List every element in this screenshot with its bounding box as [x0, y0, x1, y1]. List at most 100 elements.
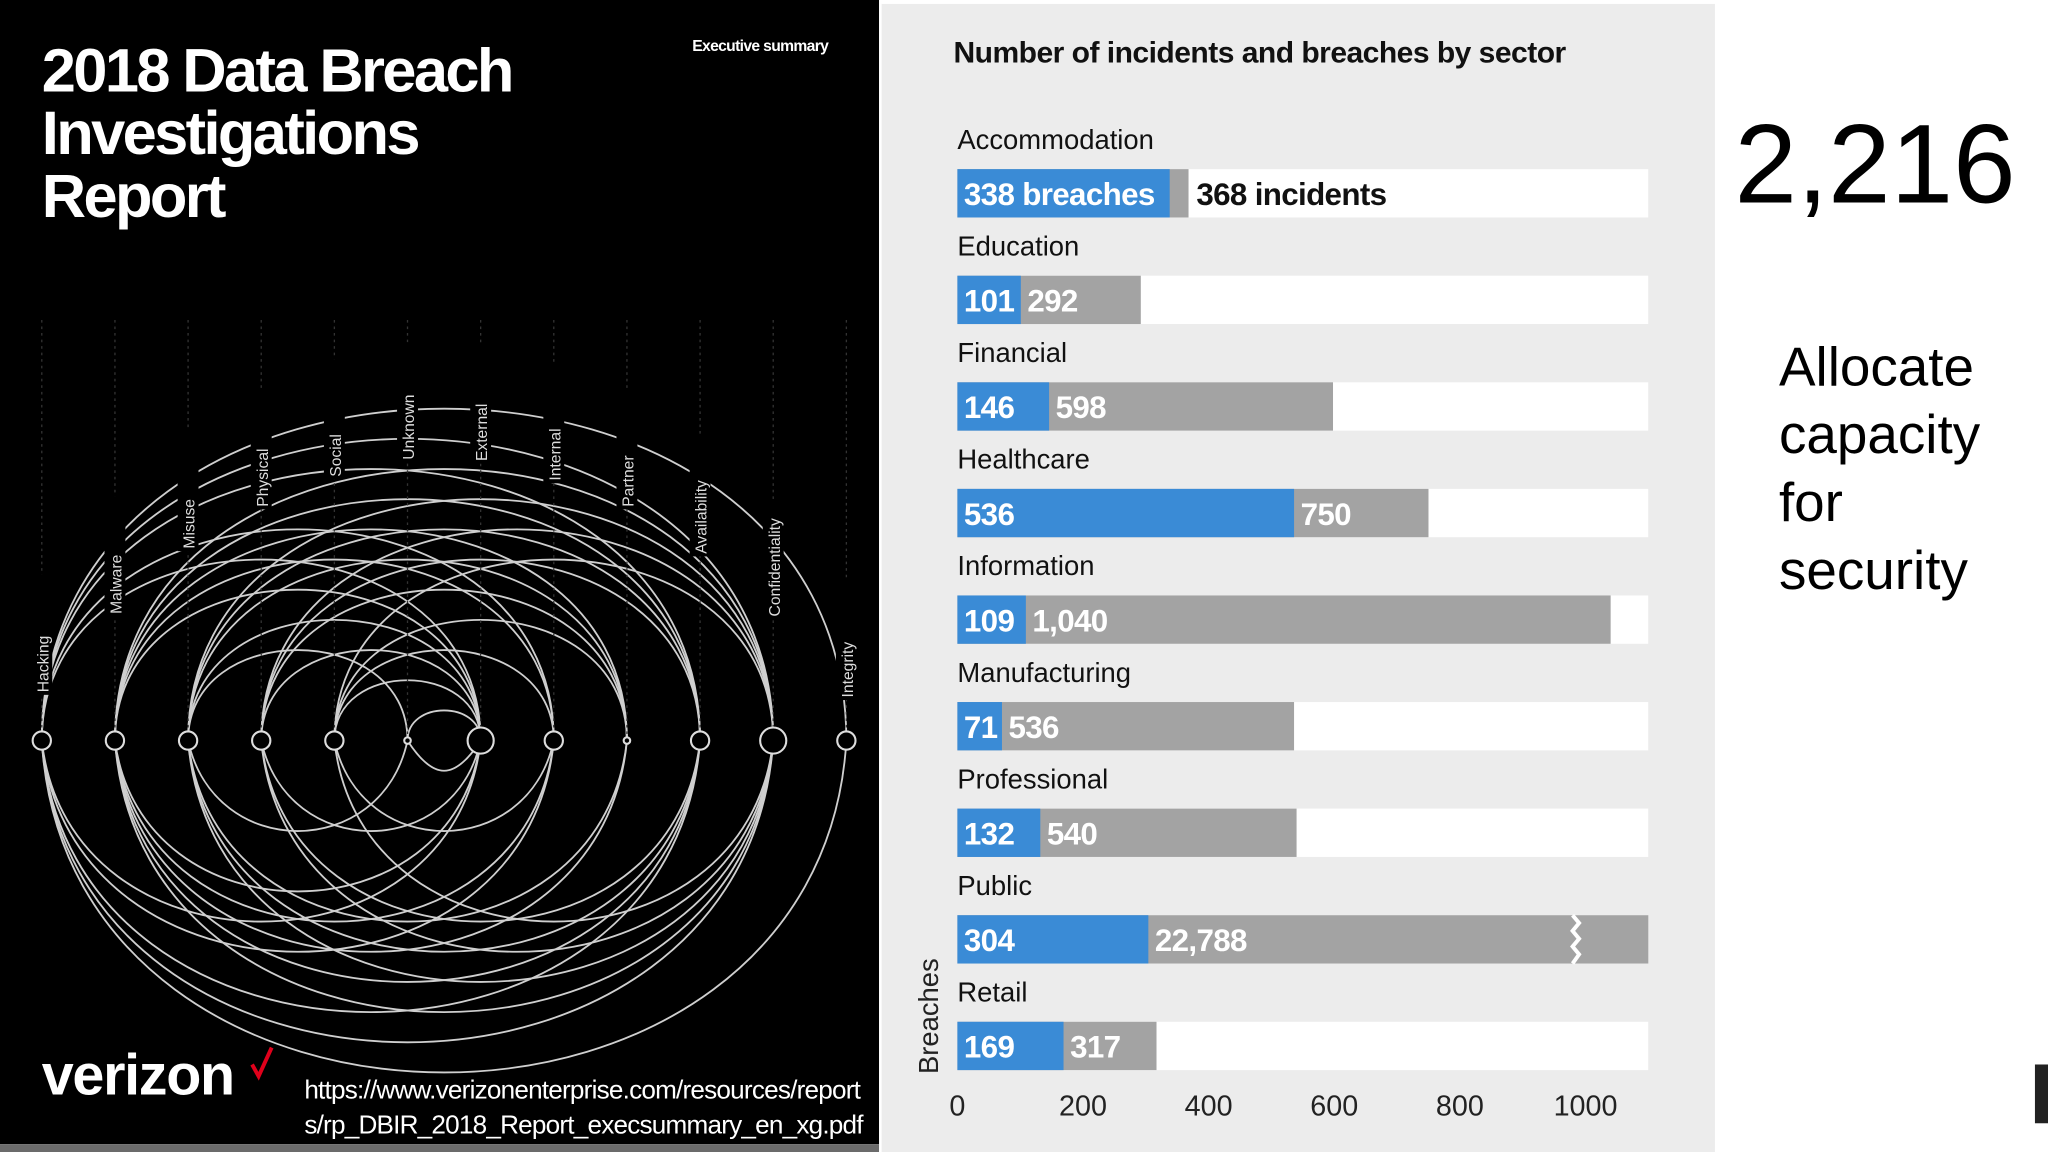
- arc: [260, 740, 775, 953]
- value-label: 338 breaches: [964, 177, 1155, 212]
- arc: [40, 407, 848, 741]
- note: capacity: [1779, 403, 1981, 465]
- value-label: 71: [964, 710, 998, 745]
- arc: [40, 468, 701, 741]
- label-bg: [470, 343, 492, 464]
- url: https://www.verizonenterprise.com/resour…: [304, 1074, 861, 1104]
- arc: [260, 649, 482, 741]
- arc: [40, 740, 555, 953]
- cover-label: Physical: [255, 448, 272, 506]
- bar: [957, 275, 1021, 325]
- arc: [333, 740, 555, 832]
- arc: [40, 558, 482, 741]
- category-label: Healthcare: [957, 444, 1090, 475]
- label-bg: [543, 363, 565, 484]
- label-bg: [104, 496, 126, 617]
- arc: [40, 740, 848, 1074]
- arc: [40, 528, 555, 741]
- cover-label: Misuse: [182, 499, 199, 549]
- bar: [957, 1021, 1064, 1071]
- value-label: 109: [964, 603, 1015, 638]
- value-label: 368 incidents: [1196, 177, 1386, 212]
- arc: [187, 740, 409, 832]
- cover-node: [324, 730, 345, 751]
- value-label: 146: [964, 390, 1015, 425]
- chart-title: Number of incidents and breaches by sect…: [953, 37, 1566, 70]
- cover-edge: [0, 1144, 880, 1152]
- cover-title: 2018 Data Breach: [42, 36, 512, 105]
- cover-label: Integrity: [840, 642, 857, 698]
- cover-label: Confidentiality: [767, 518, 784, 617]
- label-bg: [250, 389, 272, 510]
- label-bg: [616, 389, 638, 510]
- arc: [333, 558, 775, 741]
- cover-label: Availability: [694, 480, 711, 554]
- cover-label: Partner: [620, 455, 637, 506]
- arc: [187, 558, 628, 741]
- category-label: Financial: [957, 337, 1067, 368]
- value-label: 132: [964, 817, 1015, 852]
- value-label: 101: [964, 284, 1015, 319]
- bar: [957, 915, 1149, 964]
- bar: [957, 169, 1170, 218]
- x-tick-label: 0: [949, 1090, 965, 1122]
- cover-tag: Executive summary: [692, 38, 829, 55]
- label-bg: [177, 431, 199, 552]
- arc: [187, 740, 628, 923]
- arc: [114, 558, 555, 741]
- arc: [114, 740, 701, 983]
- bar: [957, 808, 1041, 857]
- arc: [260, 740, 482, 832]
- big-number: 2,216: [1735, 100, 2016, 226]
- cover-node: [403, 736, 412, 745]
- cover-node: [836, 730, 857, 751]
- cover-node: [251, 730, 272, 751]
- cover-text: 2018 Data Breach Investigations Report E…: [42, 36, 865, 1139]
- note: for: [1779, 471, 1843, 533]
- arc: [114, 528, 628, 741]
- bar: [957, 702, 1002, 751]
- note: security: [1779, 539, 1969, 601]
- label-bg: [762, 498, 784, 620]
- value-label: 536: [1009, 710, 1060, 745]
- axis-break: [1570, 913, 1582, 965]
- label-bg: [689, 436, 711, 557]
- arc: [187, 740, 775, 983]
- category-label: Professional: [957, 763, 1108, 794]
- arc: [187, 528, 701, 741]
- arc: [260, 528, 775, 741]
- arc: [114, 588, 482, 741]
- value-label: 540: [1047, 817, 1098, 852]
- category-label: Manufacturing: [957, 657, 1131, 688]
- value-label: 292: [1027, 284, 1078, 319]
- cover-node: [543, 730, 564, 751]
- arc: [40, 740, 775, 1044]
- arc: [114, 740, 482, 893]
- category-label: Retail: [957, 977, 1027, 1008]
- cover-node: [689, 730, 711, 751]
- cover-arcs: Hacking Malware Misuse Physical Social Unknow…: [31, 320, 857, 1074]
- value-label: 317: [1070, 1030, 1121, 1065]
- category-label: Education: [957, 230, 1079, 261]
- cover-node: [466, 726, 495, 755]
- arc: [260, 740, 701, 923]
- value-label: 1,040: [1032, 603, 1107, 638]
- cover-node: [31, 730, 52, 751]
- arc: [114, 468, 775, 741]
- cover-label: Unknown: [401, 394, 418, 459]
- x-tick-label: 800: [1436, 1090, 1484, 1122]
- label-bg: [397, 342, 418, 463]
- x-tick-label: 600: [1310, 1090, 1358, 1122]
- arc: [333, 619, 628, 741]
- arc: [114, 740, 775, 1013]
- bar: [957, 488, 1295, 538]
- cover-node: [759, 726, 788, 755]
- plot: [957, 169, 1649, 1071]
- value-label: 169: [964, 1030, 1015, 1065]
- arc: [40, 740, 482, 923]
- x-tick-label: 1000: [1554, 1090, 1618, 1122]
- value-label: 750: [1301, 497, 1352, 532]
- brand: verizon: [42, 1044, 234, 1108]
- arc: [333, 740, 775, 923]
